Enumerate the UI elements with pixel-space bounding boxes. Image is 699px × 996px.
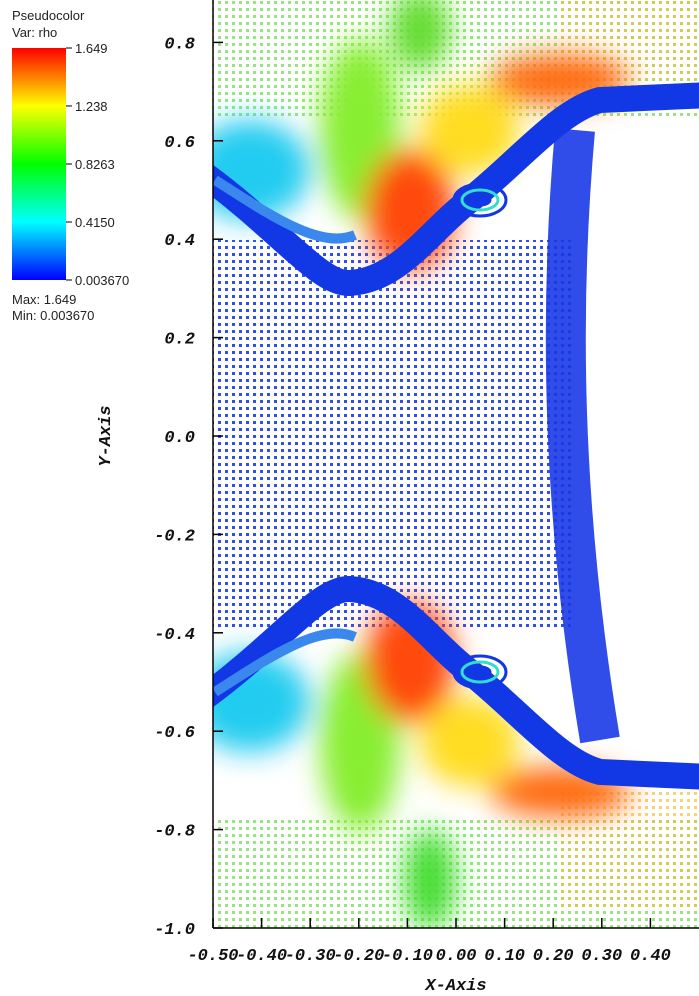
colorbar-label: 1.238 xyxy=(75,99,108,114)
y-tick-label: 0.0 xyxy=(164,429,195,448)
legend-title: Pseudocolor xyxy=(12,8,85,23)
x-tick-label: -0.50 xyxy=(187,947,238,966)
y-tick-label: 0.6 xyxy=(164,134,195,153)
colorbar-label: 0.003670 xyxy=(75,273,129,288)
x-tick-label: 0.10 xyxy=(484,947,525,966)
y-tick-label: -0.8 xyxy=(154,823,195,842)
legend-max: Max: 1.649 xyxy=(12,292,76,307)
y-tick-label: -0.6 xyxy=(154,724,195,743)
x-tick-label: -0.20 xyxy=(333,947,384,966)
chart: Pseudocolor Var: rho Max: 1.649 Min: 0.0… xyxy=(0,0,699,996)
density-field xyxy=(190,0,699,930)
x-tick-label: -0.10 xyxy=(382,947,433,966)
colorbar xyxy=(12,48,66,280)
x-tick-label: 0.20 xyxy=(533,947,574,966)
y-tick-label: 0.2 xyxy=(164,331,195,350)
y-tick-label: -0.4 xyxy=(154,626,195,645)
y-tick-label: 0.8 xyxy=(164,35,195,54)
x-axis-title: X-Axis xyxy=(424,977,486,996)
colorbar-label: 0.4150 xyxy=(75,215,115,230)
x-tick-label: -0.30 xyxy=(285,947,336,966)
y-tick-label: -0.2 xyxy=(154,527,195,546)
x-tick-label: 0.30 xyxy=(581,947,622,966)
y-tick-label: -1.0 xyxy=(154,921,195,940)
legend-min: Min: 0.003670 xyxy=(12,308,94,323)
x-tick-label: 0.00 xyxy=(436,947,477,966)
colorbar-label: 0.8263 xyxy=(75,157,115,172)
y-tick-label: 0.4 xyxy=(164,232,195,251)
legend-variable: Var: rho xyxy=(12,25,57,40)
x-tick-label: 0.40 xyxy=(630,947,671,966)
x-tick-label: -0.40 xyxy=(236,947,287,966)
colorbar-label: 1.649 xyxy=(75,41,108,56)
y-axis-title: Y-Axis xyxy=(97,405,116,466)
